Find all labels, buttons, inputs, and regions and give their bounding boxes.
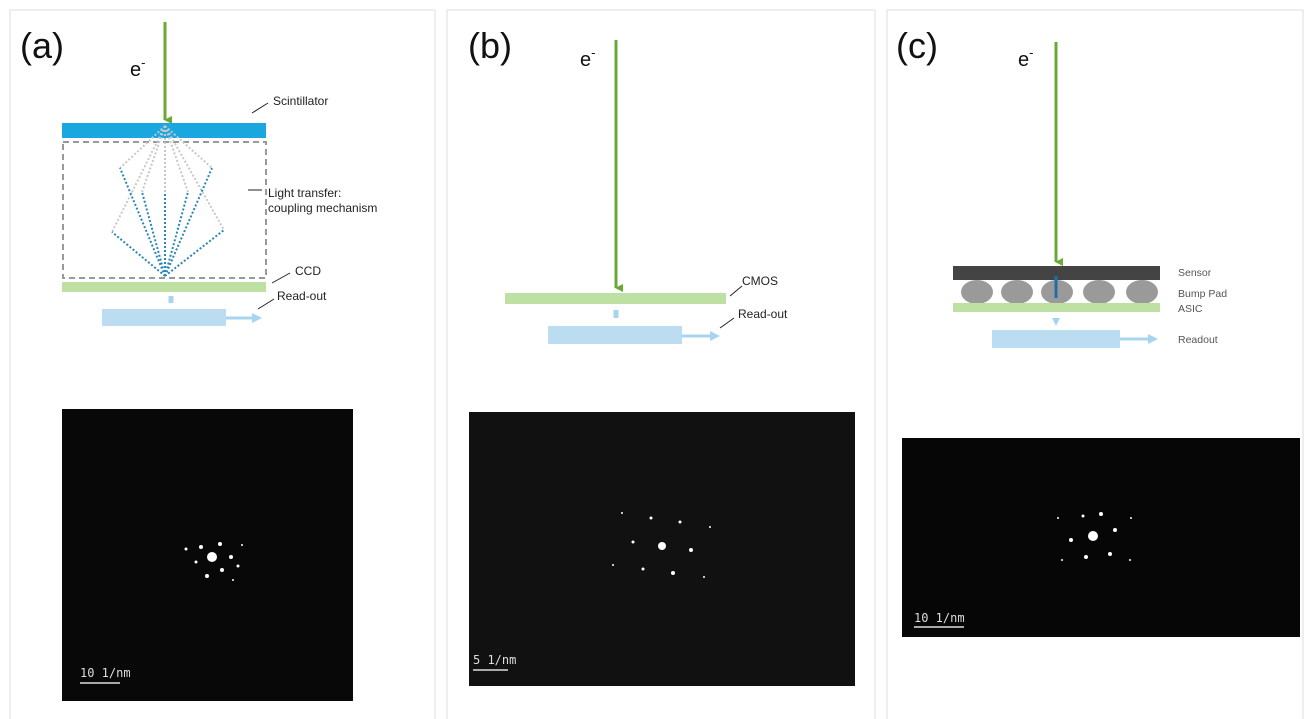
shape: [1057, 517, 1059, 519]
text-part: e: [130, 59, 141, 81]
shape: [241, 544, 243, 546]
shape: [1001, 280, 1033, 304]
transfer-arrow: [1052, 318, 1060, 326]
part-label: Light transfer:: [268, 186, 341, 200]
light-rays: [112, 126, 224, 276]
shape: [679, 521, 682, 524]
shape: [1126, 280, 1158, 304]
shape: [205, 574, 209, 578]
part-label: CCD: [295, 264, 321, 278]
part-label: Bump Pad: [1178, 288, 1227, 300]
shape: [229, 555, 233, 559]
shape: [1088, 531, 1098, 541]
bump-pads: [961, 280, 1158, 304]
shape: [185, 548, 188, 551]
shape: [642, 568, 645, 571]
shape: [703, 576, 705, 578]
shape: [671, 571, 675, 575]
scale-bar-label: 10 1/nm: [80, 666, 131, 680]
electron-label: e-: [1018, 45, 1033, 71]
shape: [195, 561, 198, 564]
part-label: Scintillator: [273, 94, 328, 108]
ccd: [62, 282, 266, 292]
shape: [1113, 528, 1117, 532]
readout-register: [102, 309, 226, 326]
electron-label: e-: [130, 55, 145, 81]
shape: [207, 552, 217, 562]
figure: (a) e- Scintillator Light transfer: coup…: [0, 0, 1304, 719]
text-part: e: [1018, 49, 1029, 71]
shape: [220, 568, 224, 572]
shape: [632, 541, 635, 544]
part-label: ASIC: [1178, 303, 1203, 315]
readout-register: [548, 326, 682, 344]
shape: [621, 512, 623, 514]
shape: [1099, 512, 1103, 516]
leader-line: [720, 318, 734, 328]
shape: [237, 565, 240, 568]
text-part: e: [580, 49, 591, 71]
shape: [1130, 517, 1132, 519]
shape: [1084, 555, 1088, 559]
shape: [1129, 559, 1131, 561]
leader-line: [258, 299, 274, 309]
panel-label: (b): [468, 25, 512, 66]
shape: [650, 517, 653, 520]
part-label: CMOS: [742, 274, 778, 288]
leader-line: [252, 103, 268, 113]
shape: [1108, 552, 1112, 556]
scale-bar-label: 5 1/nm: [473, 653, 516, 667]
shape: [961, 280, 993, 304]
panel-label: (a): [20, 25, 64, 66]
shape: [112, 168, 224, 276]
leader-line: [730, 286, 742, 296]
shape: [1082, 515, 1085, 518]
shape: [1069, 538, 1073, 542]
diffraction-image: [902, 438, 1300, 637]
shape: [709, 526, 711, 528]
asic: [953, 303, 1160, 312]
electron-label: e-: [580, 45, 595, 71]
text-part: -: [1029, 45, 1033, 60]
scale-bar-label: 10 1/nm: [914, 611, 965, 625]
leader-line: [272, 273, 290, 283]
part-label: coupling mechanism: [268, 201, 377, 215]
readout-register: [992, 330, 1120, 348]
shape: [232, 579, 234, 581]
cmos: [505, 293, 726, 304]
part-label: Read-out: [738, 307, 788, 321]
panel-label: (c): [896, 25, 938, 66]
part-label: Sensor: [1178, 267, 1212, 279]
part-label: Readout: [1178, 334, 1218, 346]
text-part: -: [141, 55, 145, 70]
shape: [658, 542, 666, 550]
shape: [689, 548, 693, 552]
shape: [1061, 559, 1063, 561]
shape: [199, 545, 203, 549]
text-part: -: [591, 45, 595, 60]
shape: [612, 564, 614, 566]
shape: [218, 542, 222, 546]
part-label: Read-out: [277, 289, 327, 303]
shape: [1083, 280, 1115, 304]
